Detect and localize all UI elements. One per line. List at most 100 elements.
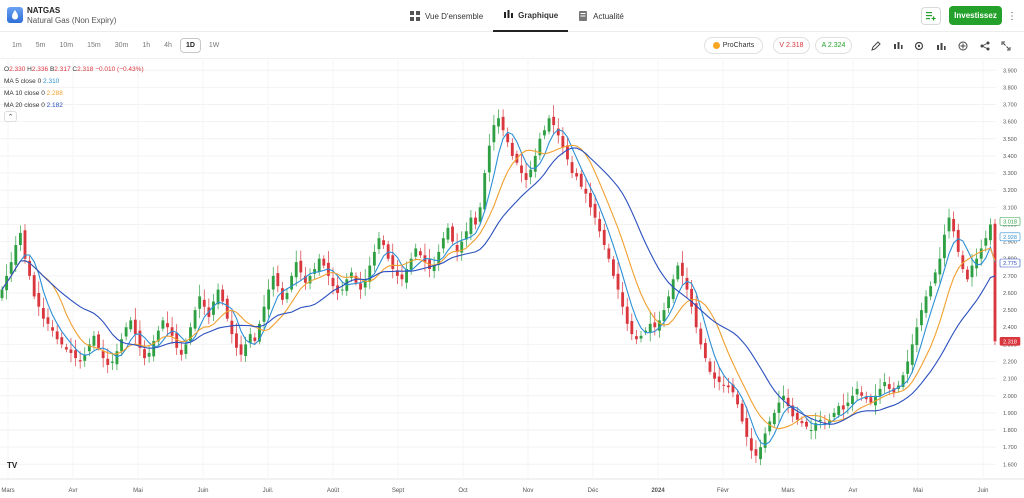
chart-type-icon[interactable] [936, 41, 946, 51]
candle-body [745, 418, 749, 437]
candle-body [722, 384, 726, 386]
tab-chart[interactable]: Graphique [493, 0, 569, 32]
y-tick-label: 3.300 [1003, 171, 1017, 177]
x-tick-label: Mars [781, 488, 794, 494]
timeframe-4h[interactable]: 4h [164, 42, 172, 49]
procharts-button[interactable]: ProCharts [704, 37, 763, 54]
collapse-legend-button[interactable]: ⌃ [4, 111, 17, 122]
candle-body [993, 223, 997, 342]
add-to-list-button[interactable] [921, 7, 941, 25]
candles-icon [504, 10, 514, 18]
candle-body [855, 388, 859, 395]
timeframe-10m[interactable]: 10m [59, 42, 74, 49]
candle-body [230, 320, 234, 335]
candle-body [662, 310, 666, 322]
indicators-icon[interactable] [893, 41, 903, 51]
tab-overview[interactable]: Vue D'ensemble [400, 0, 493, 32]
chart-legend: O2.330 H2.336 B2.317 C2.318 −0.010 (−0.4… [4, 64, 144, 112]
y-tick-label: 1.900 [1003, 411, 1017, 417]
tab-news[interactable]: Actualité [568, 0, 634, 32]
settings-icon[interactable] [914, 41, 924, 51]
timeframe-5m[interactable]: 5m [35, 42, 46, 49]
y-tick-label: 3.600 [1003, 120, 1017, 126]
candle-body [221, 289, 225, 302]
candle-body [497, 118, 500, 127]
candle-body [864, 396, 868, 400]
candle-body [786, 397, 790, 407]
more-vertical-icon[interactable]: ⋮ [1007, 10, 1017, 22]
price-tag [999, 232, 1021, 242]
sell-price-button[interactable]: V 2.318 [773, 37, 810, 54]
candle-body [708, 361, 712, 372]
candle-body [262, 306, 266, 322]
candle-body [14, 245, 18, 265]
candle-body [225, 298, 229, 319]
candle-body [198, 296, 202, 309]
candle-body [87, 344, 91, 352]
candle-body [101, 351, 105, 359]
tab-news-label: Actualité [593, 11, 624, 21]
timeframe-1h[interactable]: 1h [142, 42, 151, 49]
candle-body [368, 265, 372, 283]
candle-body [253, 337, 257, 341]
candle-body [520, 165, 523, 174]
candle-body [166, 323, 169, 328]
candle-body [791, 405, 795, 417]
candle-body [965, 269, 969, 280]
candlestick-chart-svg[interactable]: 3.900 3.800 3.700 3.600 3.500 3.400 3.300 3.200… [0, 60, 1024, 498]
candle-body [680, 262, 684, 276]
candle-body [510, 142, 514, 156]
timeframe-30m[interactable]: 30m [114, 42, 129, 49]
low-value: 2.317 [54, 66, 71, 73]
candle-body [474, 217, 477, 225]
y-tick-label: 3.800 [1003, 85, 1017, 91]
candle-body [575, 173, 579, 177]
share-icon[interactable] [980, 41, 990, 51]
open-value: 2.330 [9, 66, 26, 73]
natgas-logo-icon [7, 7, 23, 23]
candle-body [83, 354, 87, 361]
candle-body [538, 138, 542, 156]
procharts-label: ProCharts [722, 42, 755, 49]
y-tick-label: 2.400 [1003, 325, 1017, 331]
timeframe-1m[interactable]: 1m [12, 42, 22, 49]
candle-body [382, 240, 385, 246]
candle-body [584, 188, 588, 194]
price-chart[interactable]: 3.900 3.800 3.700 3.600 3.500 3.400 3.300 3.200… [0, 60, 1024, 498]
y-tick-label: 2.500 [1003, 308, 1017, 314]
timeframe-15m[interactable]: 15m [87, 42, 101, 49]
invest-button[interactable]: Investissez [949, 6, 1002, 25]
candle-body [556, 128, 560, 136]
candle-body [740, 403, 744, 422]
add-icon[interactable] [958, 41, 968, 51]
y-tick-label: 1.600 [1003, 462, 1017, 468]
candle-body [349, 272, 353, 278]
candle-body [331, 277, 335, 287]
ma20-line [1, 147, 996, 425]
candle-body [299, 260, 303, 273]
candle-body [120, 339, 123, 352]
candle-body [777, 402, 781, 413]
candle-body [975, 258, 979, 269]
candle-body [887, 384, 891, 389]
candle-body [92, 335, 96, 346]
candle-body [138, 330, 142, 348]
candle-body [552, 116, 556, 126]
candle-body [901, 375, 905, 387]
candle-body [455, 245, 459, 252]
candle-body [313, 269, 317, 274]
fullscreen-icon[interactable] [1001, 41, 1011, 51]
price-tag [999, 258, 1021, 268]
candle-body [612, 259, 615, 276]
timeframe-1w[interactable]: 1W [208, 42, 220, 49]
timeframe-1d[interactable]: 1D [179, 38, 201, 53]
candle-body [487, 145, 491, 173]
candle-body [271, 275, 275, 290]
candle-body [175, 333, 179, 348]
candle-body [970, 265, 974, 278]
pencil-icon[interactable] [871, 41, 881, 51]
ma10-line [1, 144, 996, 430]
buy-price-button[interactable]: A 2.324 [815, 37, 852, 54]
x-tick-label: Avr [69, 488, 78, 494]
candle-body [340, 289, 344, 291]
